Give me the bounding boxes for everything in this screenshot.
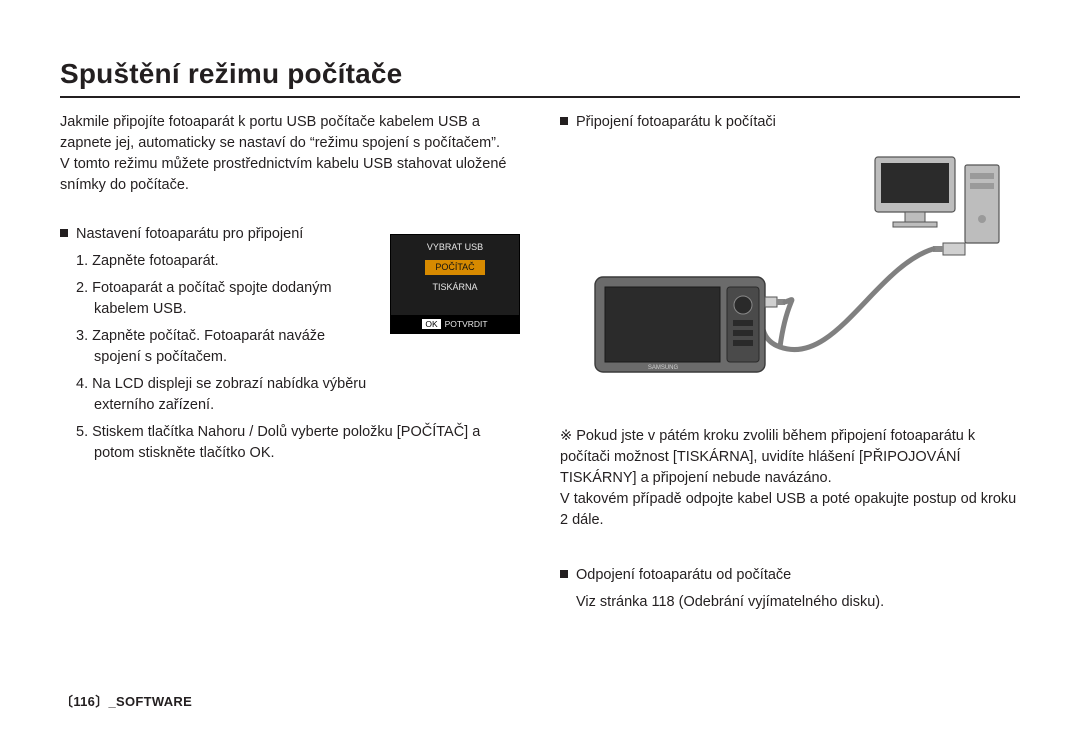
square-bullet-icon xyxy=(560,570,568,578)
intro-paragraph: Jakmile připojíte fotoaparát k portu USB… xyxy=(60,112,520,196)
step-1: 1. Zapněte fotoaparát. xyxy=(76,251,370,272)
right-column: Připojení fotoaparátu k počítači xyxy=(560,112,1020,613)
footer-section: _SOFTWARE xyxy=(109,694,193,709)
step-2: 2. Fotoaparát a počítač spojte dodaným k… xyxy=(76,278,370,320)
camera-icon: SAMSUNG xyxy=(595,277,765,372)
step-5: 5. Stiskem tlačítka Nahoru / Dolů vybert… xyxy=(76,422,520,464)
lcd-confirm-text: POTVRDIT xyxy=(445,319,488,329)
step-3-num: 3. xyxy=(76,328,88,344)
lcd-mock: VYBRAT USB POČÍTAČ TISKÁRNA OK POTVRDIT xyxy=(390,234,520,334)
cable-stub-icon xyxy=(780,300,792,347)
usb-plug-icon xyxy=(933,243,965,255)
disconnect-body: Viz stránka 118 (Odebrání vyjímatelného … xyxy=(560,592,1020,613)
setup-steps-list: 1. Zapněte fotoaparát. 2. Fotoaparát a p… xyxy=(60,251,370,416)
step-2-text: Fotoaparát a počítač spojte dodaným kabe… xyxy=(92,280,331,317)
page-footer: 〔116〕_SOFTWARE xyxy=(60,691,192,710)
lcd-footer: OK POTVRDIT xyxy=(391,315,519,333)
page-title: Spuštění režimu počítače xyxy=(60,58,1020,90)
lcd-title: VYBRAT USB xyxy=(391,241,519,254)
lcd-option-other: TISKÁRNA xyxy=(391,281,519,294)
disconnect-heading-text: Odpojení fotoaparátu od počítače xyxy=(576,567,791,583)
connection-illustration: SAMSUNG xyxy=(575,147,1005,387)
footer-bracket-open: 〔 xyxy=(60,694,73,709)
setup-step-5: 5. Stiskem tlačítka Nahoru / Dolů vybert… xyxy=(60,422,520,464)
note-symbol: ※ xyxy=(560,428,572,444)
camera-plug-icon xyxy=(765,297,785,307)
step-5-text: Stiskem tlačítka Nahoru / Dolů vyberte p… xyxy=(92,424,480,461)
step-3: 3. Zapněte počítač. Fotoaparát naváže sp… xyxy=(76,326,370,368)
step-5-num: 5. xyxy=(76,424,88,440)
lcd-option-selected: POČÍTAČ xyxy=(425,260,484,275)
footer-page-number: 116 xyxy=(73,694,95,709)
step-3-text: Zapněte počítač. Fotoaparát naváže spoje… xyxy=(92,328,325,365)
step-1-text: Zapněte fotoaparát. xyxy=(92,253,219,269)
svg-text:SAMSUNG: SAMSUNG xyxy=(648,365,679,371)
step-4-num: 4. xyxy=(76,376,88,392)
step-4: 4. Na LCD displeji se zobrazí nabídka vý… xyxy=(76,374,370,416)
pc-monitor-icon xyxy=(875,157,955,227)
setup-heading-text: Nastavení fotoaparátu pro připojení xyxy=(76,226,303,242)
connect-heading-text: Připojení fotoaparátu k počítači xyxy=(576,114,776,130)
square-bullet-icon xyxy=(60,229,68,237)
note-text: Pokud jste v pátém kroku zvolili během p… xyxy=(560,428,1016,528)
step-4-text: Na LCD displeji se zobrazí nabídka výběr… xyxy=(92,376,366,413)
lcd-ok-badge: OK xyxy=(422,319,440,329)
footer-bracket-close: 〕 xyxy=(95,694,108,709)
step-2-num: 2. xyxy=(76,280,88,296)
note-block: ※ Pokud jste v pátém kroku zvolili během… xyxy=(560,405,1020,531)
title-rule xyxy=(60,96,1020,98)
step-1-num: 1. xyxy=(76,253,88,269)
disconnect-heading: Odpojení fotoaparátu od počítače xyxy=(560,565,1020,586)
left-column: Jakmile připojíte fotoaparát k portu USB… xyxy=(60,112,520,613)
connect-heading: Připojení fotoaparátu k počítači xyxy=(560,112,1020,133)
pc-tower-icon xyxy=(965,165,999,243)
square-bullet-icon xyxy=(560,117,568,125)
